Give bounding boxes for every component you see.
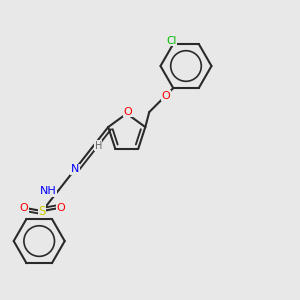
Text: O: O [161,91,170,100]
Text: O: O [56,203,65,213]
Text: O: O [19,203,28,213]
Text: S: S [38,205,46,218]
Text: N: N [71,164,80,174]
Text: NH: NH [40,186,56,196]
Text: Cl: Cl [167,36,177,46]
Text: O: O [124,107,133,117]
Text: H: H [94,141,102,151]
